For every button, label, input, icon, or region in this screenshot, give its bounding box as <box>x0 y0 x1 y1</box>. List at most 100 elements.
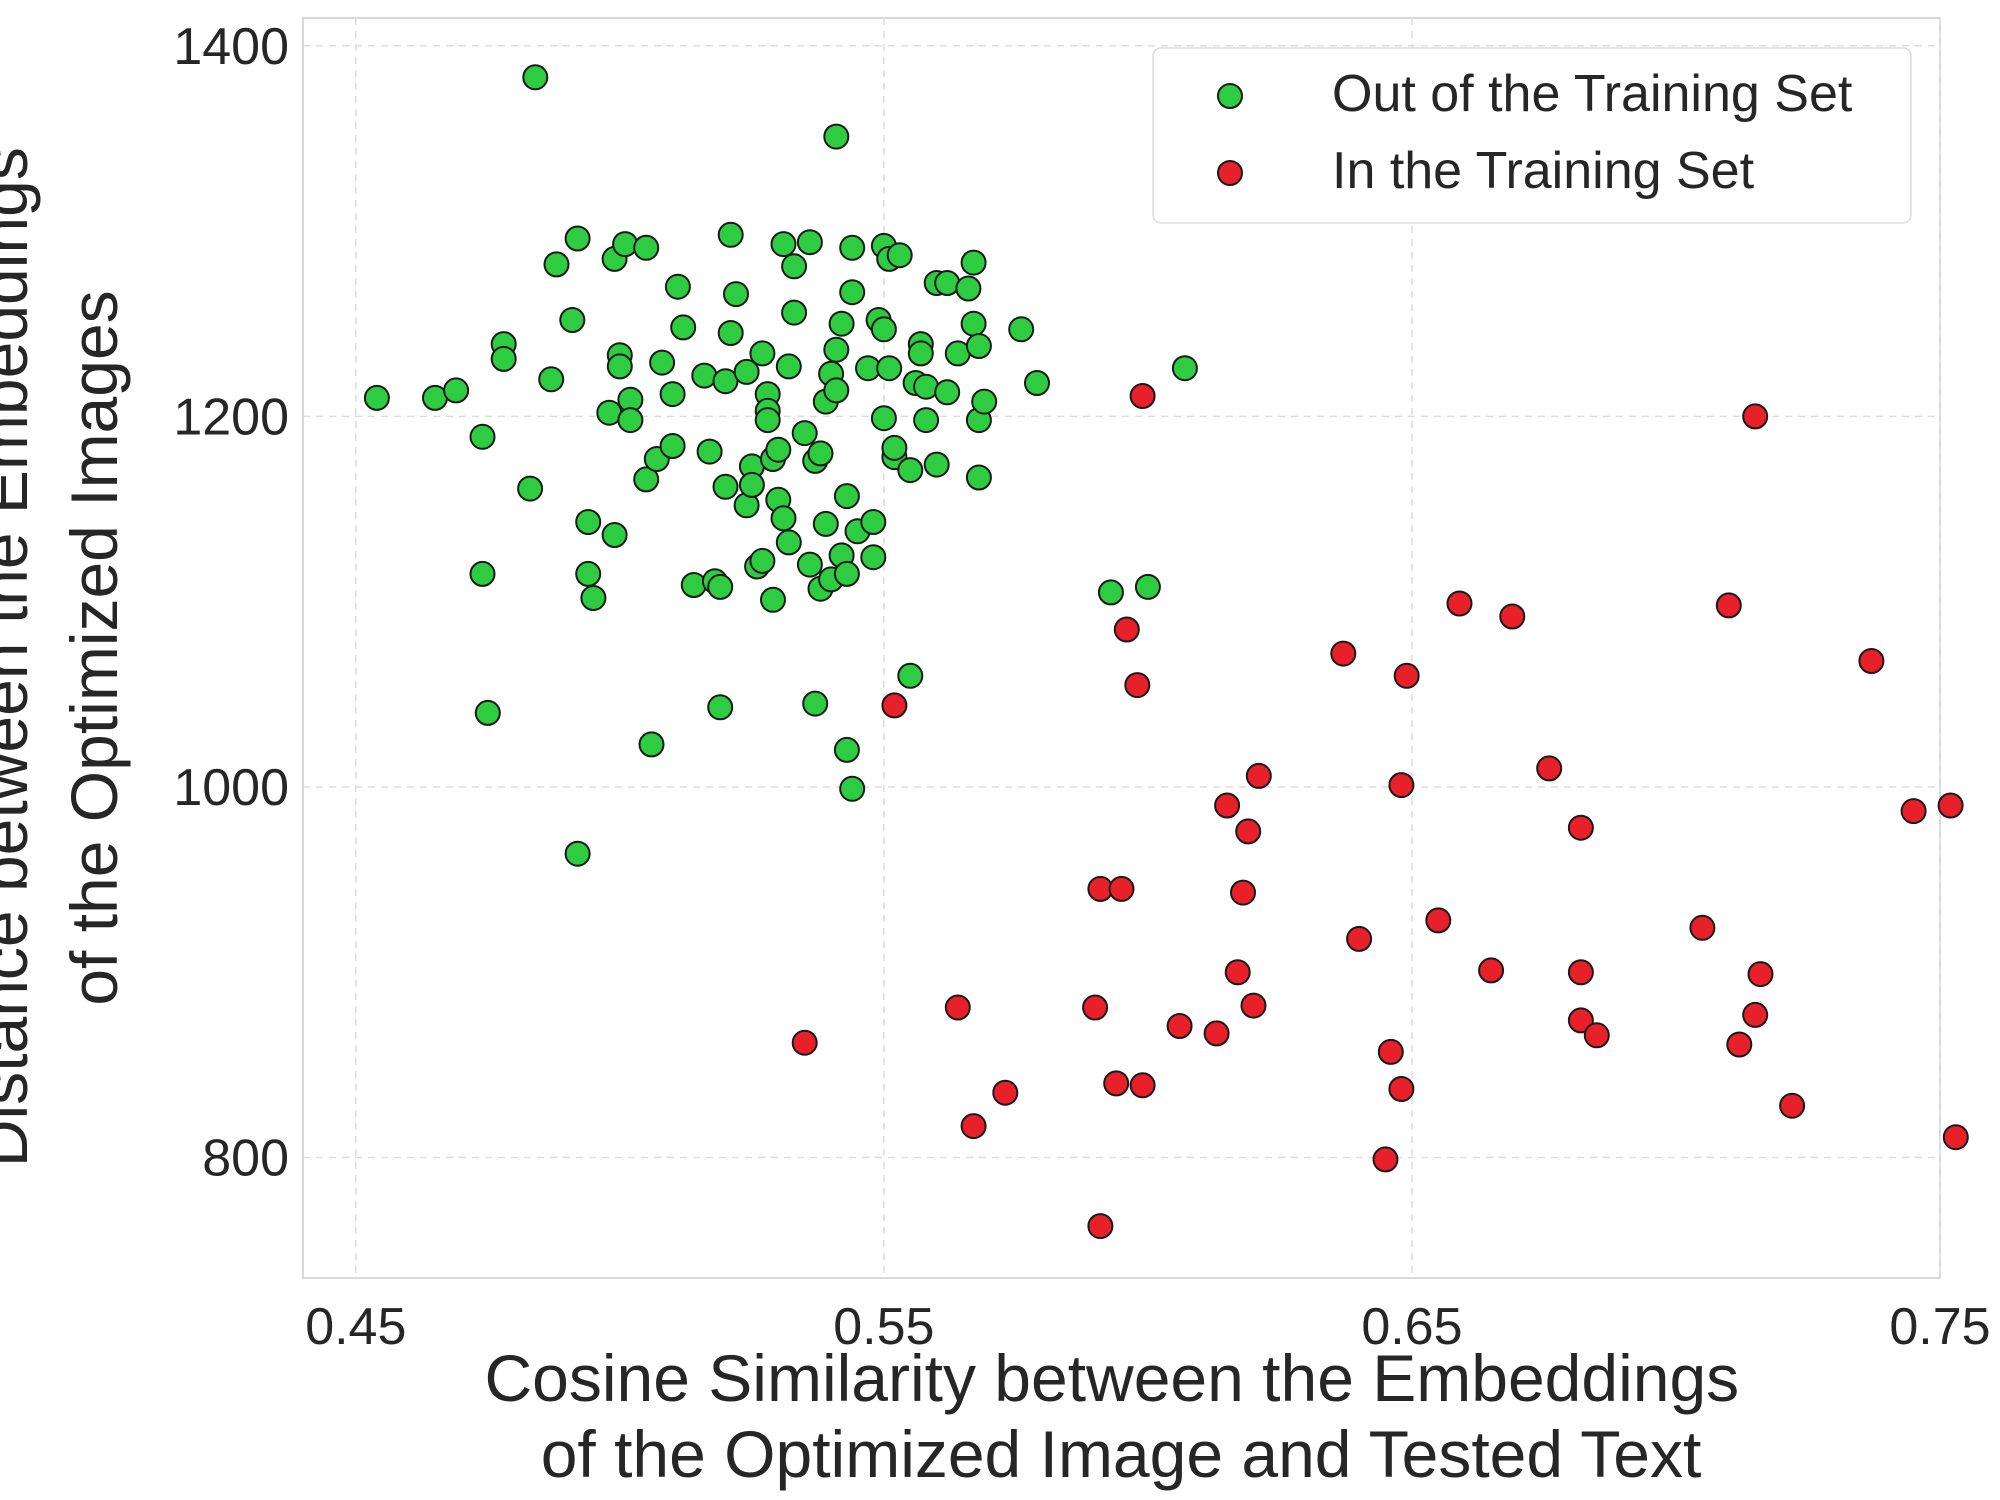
point-in-training-set <box>1082 994 1109 1021</box>
point-out-of-training-set <box>664 273 691 300</box>
point-in-training-set <box>1715 592 1742 619</box>
point-out-of-training-set <box>791 420 818 447</box>
point-out-of-training-set <box>823 377 850 404</box>
x-axis-title-line-2: of the Optimized Image and Tested Text <box>541 1417 1702 1491</box>
point-in-training-set <box>1377 1038 1404 1065</box>
point-in-training-set <box>1425 907 1452 934</box>
point-out-of-training-set <box>870 316 897 343</box>
point-out-of-training-set <box>738 471 765 498</box>
point-out-of-training-set <box>517 475 544 502</box>
y-tick-label: 1000 <box>173 759 289 817</box>
legend-label-out-of-training-set: Out of the Training Set <box>1332 65 1853 123</box>
point-in-training-set <box>1240 992 1267 1019</box>
point-out-of-training-set <box>870 405 897 432</box>
x-tick-label: 0.75 <box>1889 1298 1990 1356</box>
y-tick-label: 1200 <box>173 388 289 446</box>
point-out-of-training-set <box>1024 370 1050 396</box>
point-out-of-training-set <box>807 440 834 467</box>
tick-labels: 0.45 0.55 0.65 0.75 800 1000 1200 1400 <box>173 18 1990 1356</box>
y-tick-label: 800 <box>202 1130 289 1188</box>
point-in-training-set <box>1235 818 1262 845</box>
point-in-training-set <box>1747 961 1774 988</box>
point-out-of-training-set <box>802 690 829 717</box>
point-in-training-set <box>1113 616 1140 643</box>
point-out-of-training-set <box>934 379 961 406</box>
point-out-of-training-set <box>649 349 676 376</box>
y-axis-title: Distance between the Embeddings of the O… <box>0 129 131 1167</box>
point-out-of-training-set <box>1008 316 1035 343</box>
point-in-training-set <box>1203 1020 1230 1047</box>
point-in-training-set <box>1446 590 1473 617</box>
point-in-training-set <box>1372 1146 1399 1173</box>
legend-label-in-training-set: In the Training Set <box>1332 142 1755 200</box>
point-in-training-set <box>1900 798 1927 825</box>
point-in-training-set <box>1742 403 1769 430</box>
point-out-of-training-set <box>633 466 660 493</box>
point-out-of-training-set <box>1134 573 1161 600</box>
point-out-of-training-set <box>474 699 501 726</box>
legend: Out of the Training Set In the Training … <box>1152 47 1912 224</box>
point-out-of-training-set <box>765 436 792 463</box>
point-in-training-set <box>1129 1072 1156 1099</box>
point-out-of-training-set <box>775 353 802 380</box>
point-out-of-training-set <box>543 251 570 278</box>
point-in-training-set <box>1393 662 1420 689</box>
point-in-training-set <box>1779 1092 1806 1119</box>
point-in-training-set <box>1388 1076 1415 1102</box>
point-out-of-training-set <box>907 340 934 367</box>
point-out-of-training-set <box>749 340 776 367</box>
point-out-of-training-set <box>955 275 982 302</box>
point-in-training-set <box>1230 879 1256 906</box>
point-out-of-training-set <box>934 270 961 296</box>
point-out-of-training-set <box>781 253 808 280</box>
point-out-of-training-set <box>913 373 940 400</box>
point-out-of-training-set <box>564 225 591 252</box>
point-out-of-training-set <box>812 510 839 537</box>
y-axis-title-line-2: of the Optimized Images <box>57 290 131 1005</box>
data-points <box>363 64 1969 1240</box>
point-in-training-set <box>1858 648 1885 674</box>
point-out-of-training-set <box>839 279 866 306</box>
point-out-of-training-set <box>707 573 734 600</box>
point-in-training-set <box>1742 1001 1769 1028</box>
point-in-training-set <box>1224 959 1251 986</box>
point-out-of-training-set <box>638 731 665 758</box>
point-in-training-set <box>1726 1031 1753 1058</box>
point-out-of-training-set <box>881 434 908 461</box>
point-in-training-set <box>1536 755 1563 782</box>
y-tick-label: 1400 <box>173 18 289 76</box>
point-out-of-training-set <box>833 560 860 587</box>
point-out-of-training-set <box>965 333 992 359</box>
legend-box <box>1152 47 1912 224</box>
point-out-of-training-set <box>839 234 866 261</box>
point-out-of-training-set <box>860 544 887 571</box>
point-out-of-training-set <box>860 509 887 535</box>
x-axis-title-line-1: Cosine Similarity between the Embeddings <box>485 1341 1740 1415</box>
point-out-of-training-set <box>770 505 797 532</box>
point-out-of-training-set <box>749 547 776 574</box>
point-out-of-training-set <box>469 560 496 587</box>
point-in-training-set <box>1346 925 1373 952</box>
point-in-training-set <box>1129 383 1156 409</box>
point-in-training-set <box>1583 1022 1610 1049</box>
point-out-of-training-set <box>575 509 602 535</box>
point-out-of-training-set <box>796 551 823 578</box>
point-in-training-set <box>1087 1213 1114 1240</box>
point-out-of-training-set <box>913 407 940 434</box>
x-axis-title: Cosine Similarity between the Embeddings… <box>485 1341 1758 1491</box>
point-out-of-training-set <box>833 736 860 763</box>
point-out-of-training-set <box>469 423 496 450</box>
point-in-training-set <box>1937 792 1964 819</box>
point-out-of-training-set <box>490 345 517 372</box>
point-out-of-training-set <box>712 473 739 500</box>
point-out-of-training-set <box>1097 579 1124 606</box>
point-in-training-set <box>1245 762 1272 789</box>
point-out-of-training-set <box>770 231 797 258</box>
point-out-of-training-set <box>823 336 850 363</box>
point-out-of-training-set <box>580 585 607 611</box>
point-in-training-set <box>1689 914 1716 941</box>
point-in-training-set <box>1330 640 1357 667</box>
legend-marker-out-of-training-set <box>1217 83 1243 109</box>
point-out-of-training-set <box>617 407 644 434</box>
